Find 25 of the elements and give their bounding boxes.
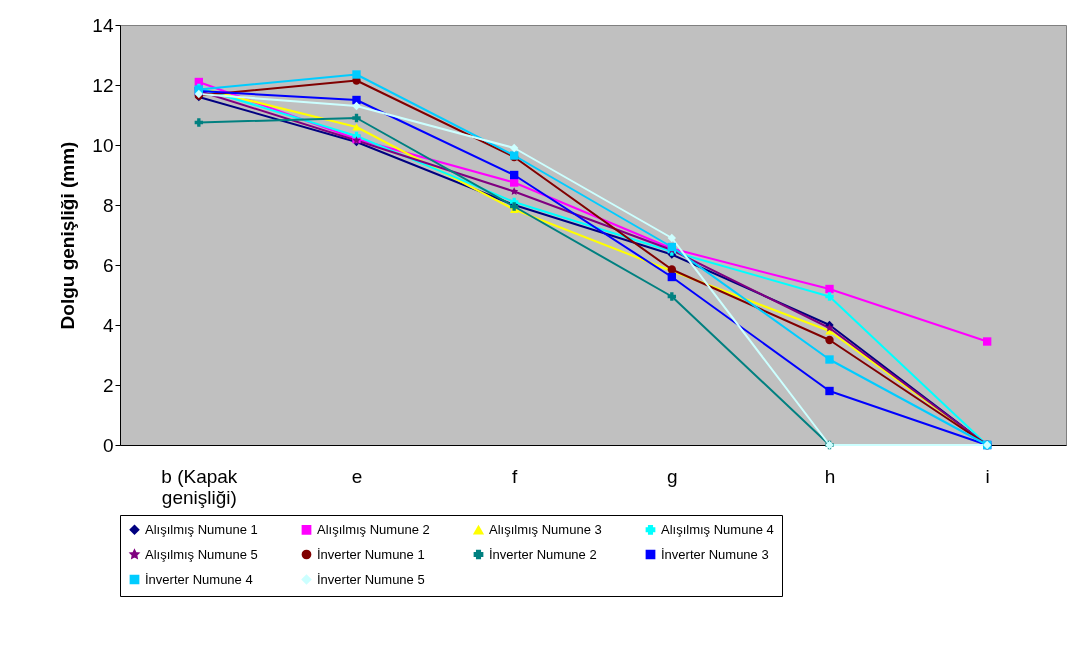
legend-label: İnverter Numune 5 bbox=[317, 571, 425, 587]
x-tick-label: f bbox=[512, 465, 519, 487]
legend-label: Alışılmış Numune 4 bbox=[661, 521, 774, 537]
x-tick-label: g bbox=[667, 465, 678, 487]
legend-label: İnverter Numune 3 bbox=[661, 546, 769, 562]
legend-label: İnverter Numune 4 bbox=[145, 571, 253, 587]
y-tick-label: 4 bbox=[102, 314, 114, 336]
legend-label: Alışılmış Numune 3 bbox=[489, 522, 602, 538]
y-tick-label: 0 bbox=[102, 434, 114, 456]
legend-label: Alışılmış Numune 1 bbox=[145, 521, 258, 537]
y-tick-label: 2 bbox=[102, 374, 114, 396]
legend-label: Alışılmış Numune 5 bbox=[145, 546, 258, 562]
x-tick-label: h bbox=[824, 465, 836, 487]
y-axis-title: Dolgu genişliği (mm) bbox=[57, 141, 79, 330]
legend-label: İnverter Numune 2 bbox=[489, 546, 597, 562]
y-tick-label: 14 bbox=[92, 14, 114, 36]
y-tick-label: 6 bbox=[102, 254, 114, 276]
y-tick-label: 8 bbox=[102, 194, 114, 216]
y-tick-label: 10 bbox=[92, 134, 114, 156]
y-tick-label: 12 bbox=[92, 74, 114, 96]
legend-label: Alışılmış Numune 2 bbox=[317, 521, 430, 537]
x-tick-label: i bbox=[985, 465, 990, 487]
legend-label: İnverter Numune 1 bbox=[317, 546, 425, 562]
x-tick-label: e bbox=[351, 465, 363, 487]
x-tick-label: b (Kapak genişliği) bbox=[161, 465, 238, 508]
